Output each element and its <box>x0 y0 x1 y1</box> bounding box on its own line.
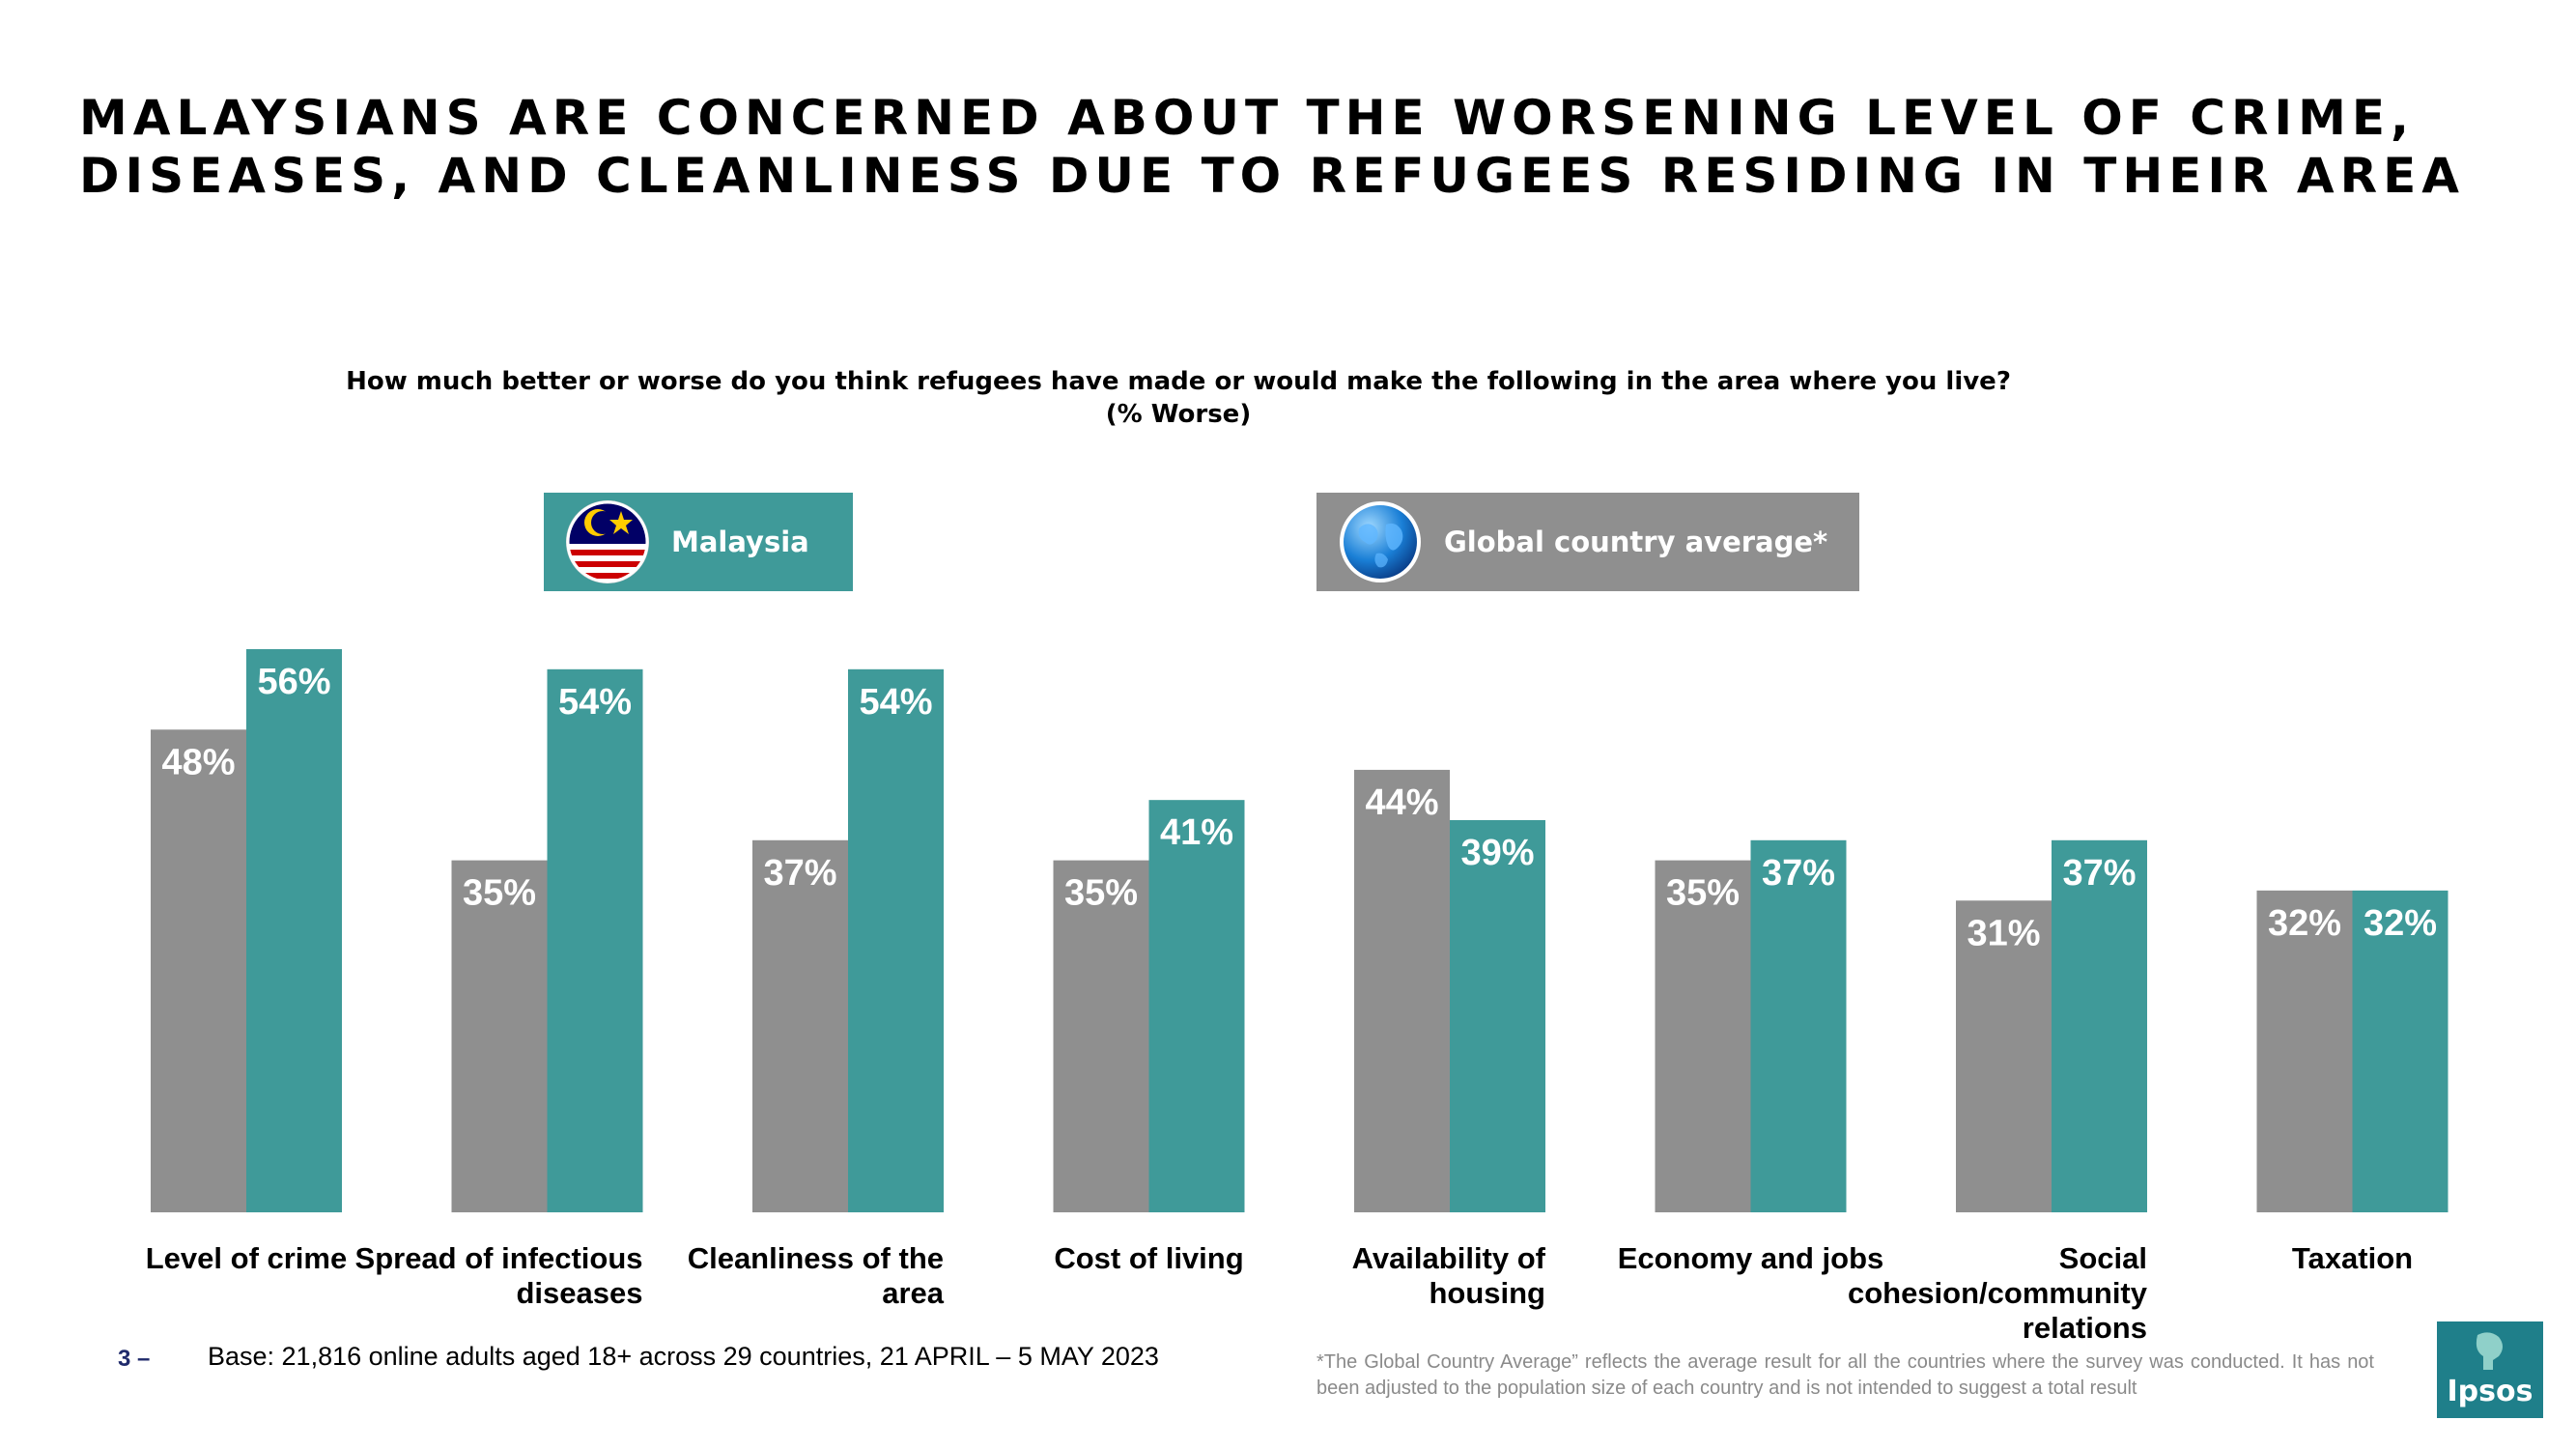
category-label-4: Availability of housing <box>1352 1241 1546 1310</box>
category-label-6: Social cohesion/community relations <box>1848 1241 2148 1345</box>
category-label-1: Spread of infectious diseases <box>355 1241 643 1310</box>
bar-malaysia-5 <box>1750 839 1847 1212</box>
bar-malaysia-0 <box>246 649 342 1212</box>
bar-malaysia-1 <box>547 668 643 1212</box>
ipsos-logo-text: Ipsos <box>2447 1375 2534 1408</box>
bar-global-3 <box>1053 860 1149 1212</box>
bar-global-6 <box>1956 900 2052 1212</box>
data-label-global-6: 31% <box>1967 913 2040 953</box>
data-label-global-4: 44% <box>1365 782 1438 823</box>
page-number: 3 – <box>118 1346 151 1372</box>
category-label-0: Level of crime <box>146 1241 347 1275</box>
footnote: *The Global Country Average” reflects th… <box>1316 1351 2374 1399</box>
bar-global-1 <box>451 860 548 1212</box>
bar-global-5 <box>1655 860 1751 1212</box>
legend-global: Global country average* <box>1316 493 1859 591</box>
bar-malaysia-2 <box>848 668 944 1212</box>
globe-icon <box>1340 501 1421 582</box>
data-label-malaysia-5: 37% <box>1762 853 1835 894</box>
data-label-malaysia-0: 56% <box>257 662 330 702</box>
data-label-global-5: 35% <box>1666 873 1740 914</box>
data-label-global-2: 37% <box>763 853 836 894</box>
bar-malaysia-3 <box>1148 800 1245 1212</box>
question-unit: (% Worse) <box>1105 400 1252 429</box>
bar-global-7 <box>2256 890 2353 1212</box>
question-text: How much better or worse do you think re… <box>346 367 2011 396</box>
data-label-global-1: 35% <box>463 873 536 914</box>
legend-global-label: Global country average* <box>1444 526 1828 558</box>
bar-malaysia-7 <box>2352 890 2449 1212</box>
ipsos-logo: Ipsos <box>2437 1321 2543 1418</box>
data-label-malaysia-1: 54% <box>558 682 632 723</box>
legend-malaysia: Malaysia <box>544 493 853 591</box>
data-label-malaysia-2: 54% <box>859 682 932 723</box>
bar-malaysia-4 <box>1450 819 1545 1212</box>
base-note: Base: 21,816 online adults aged 18+ acro… <box>208 1342 1159 1371</box>
legend-malaysia-label: Malaysia <box>671 526 809 558</box>
data-label-global-0: 48% <box>161 742 235 782</box>
bar-global-0 <box>151 729 246 1212</box>
category-label-5: Economy and jobs <box>1618 1241 1884 1275</box>
data-label-malaysia-4: 39% <box>1460 833 1534 873</box>
data-label-global-7: 32% <box>2268 903 2341 944</box>
category-label-3: Cost of living <box>1054 1241 1243 1275</box>
malaysia-flag-icon <box>566 500 649 583</box>
chart-question: How much better or worse do you think re… <box>270 365 2086 431</box>
category-label-2: Cleanliness of the area <box>688 1241 945 1310</box>
data-label-malaysia-7: 32% <box>2364 903 2437 944</box>
ipsos-mark-icon <box>2476 1332 2503 1370</box>
category-label-7: Taxation <box>2292 1241 2413 1275</box>
data-label-global-3: 35% <box>1064 873 1138 914</box>
page-title: MALAYSIANS ARE CONCERNED ABOUT THE WORSE… <box>79 90 2465 204</box>
bar-malaysia-6 <box>2052 839 2147 1212</box>
bar-global-2 <box>752 839 848 1212</box>
data-label-malaysia-6: 37% <box>2062 853 2136 894</box>
data-label-malaysia-3: 41% <box>1160 812 1233 853</box>
bar-global-4 <box>1354 769 1450 1212</box>
